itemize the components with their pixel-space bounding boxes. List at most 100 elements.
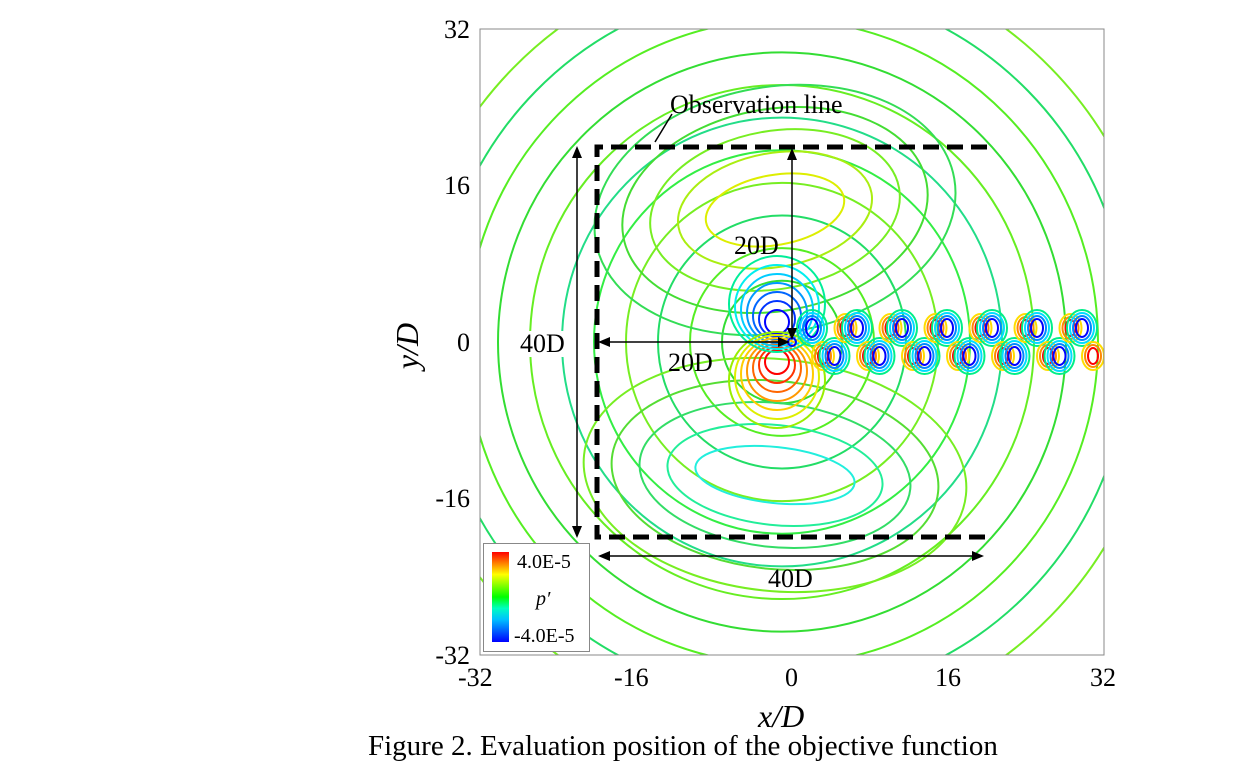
horizontal-40d-label: 40D	[768, 564, 813, 593]
contour-line	[676, 150, 874, 270]
contour-line	[886, 309, 918, 347]
contour-line	[497, 51, 1067, 633]
contour-line	[1084, 344, 1102, 368]
y-tick: 32	[444, 15, 470, 44]
contour-line	[953, 337, 986, 375]
contour-line	[847, 315, 867, 341]
x-tick: 0	[785, 663, 798, 692]
contour-line	[901, 341, 925, 371]
contour-line	[833, 313, 858, 343]
contour-line	[1081, 341, 1104, 371]
contour-line	[818, 337, 851, 375]
contour-line	[805, 318, 819, 338]
contour-line	[934, 312, 960, 344]
contour-line	[694, 444, 856, 506]
colorbar	[492, 552, 509, 642]
contour-line	[728, 331, 826, 429]
contour-line	[610, 378, 940, 572]
legend-max: 4.0E-5	[517, 551, 571, 573]
contour-line	[1072, 315, 1092, 341]
contour-line	[914, 343, 935, 369]
contour-line	[917, 346, 932, 366]
contour-line	[1036, 341, 1060, 371]
legend-min: -4.0E-5	[514, 625, 575, 647]
contour-line	[649, 128, 901, 292]
contour-line	[1069, 312, 1095, 344]
contour-line	[734, 264, 820, 350]
x-tick: 32	[1090, 663, 1116, 692]
contour-line	[895, 318, 909, 338]
contour-line	[1024, 312, 1050, 344]
x-tick: 16	[935, 663, 961, 692]
contour-line	[863, 337, 896, 375]
contour-line	[998, 337, 1031, 375]
contour-line	[728, 255, 826, 353]
contour-line	[1013, 313, 1038, 343]
vertical-40d-label: 40D	[520, 329, 565, 358]
contour-line	[1058, 313, 1083, 343]
x-tick: -32	[458, 663, 493, 692]
contour-line	[982, 315, 1002, 341]
legend-variable: p′	[536, 588, 551, 610]
contour-line	[869, 343, 890, 369]
plot-frame	[479, 28, 1105, 656]
y-tick: 16	[444, 171, 470, 200]
contour-line	[946, 341, 970, 371]
contour-line	[638, 400, 912, 550]
horizontal-20d-label: 20D	[668, 348, 713, 377]
contour-line	[856, 341, 880, 371]
contour-line	[991, 341, 1015, 371]
observation-line	[594, 144, 987, 540]
contour-line	[1066, 309, 1098, 347]
contour-line	[956, 340, 983, 372]
contour-line	[1030, 318, 1044, 338]
contour-line	[764, 349, 790, 375]
contour-line	[844, 312, 870, 344]
contour-line	[764, 309, 790, 335]
y-axis-label: y/D	[389, 322, 426, 370]
contour-line	[824, 343, 845, 369]
contour-line	[1027, 315, 1047, 341]
contour-line	[940, 318, 954, 338]
contour-line	[923, 313, 948, 343]
contour-line	[480, 29, 1099, 655]
contour-line	[889, 312, 915, 344]
y-tick: -16	[435, 484, 470, 513]
contour-line	[821, 340, 848, 372]
contour-line	[1052, 346, 1067, 366]
contour-line	[985, 318, 999, 338]
contour-line	[746, 282, 808, 344]
contour-line	[1075, 318, 1089, 338]
observation-leader-line	[654, 113, 673, 143]
contour-line	[866, 340, 893, 372]
pressure-contours	[480, 29, 1104, 655]
contour-line	[1043, 337, 1076, 375]
contour-line	[666, 423, 884, 527]
contour-line	[740, 337, 814, 411]
contour-line	[962, 346, 977, 366]
contour-line	[911, 340, 938, 372]
x-axis-label: x/D	[758, 698, 805, 734]
contour-line	[704, 172, 846, 248]
x-tick: -16	[614, 663, 649, 692]
contour-line	[1021, 309, 1053, 347]
contour-line	[799, 312, 825, 344]
contour-line	[841, 309, 873, 347]
contour-line	[827, 346, 842, 366]
observation-line-label: Observation line	[670, 90, 843, 119]
contour-line	[1049, 343, 1070, 369]
vertical-20d-label: 20D	[734, 231, 779, 260]
contour-line	[976, 309, 1008, 347]
contour-line	[582, 356, 968, 594]
colorbar-legend: 4.0E-5 p′ -4.0E-5	[483, 543, 590, 652]
figure-caption: Figure 2. Evaluation position of the obj…	[368, 730, 998, 762]
contour-line	[746, 340, 808, 402]
contour-line	[878, 313, 903, 343]
contour-line	[850, 318, 864, 338]
contour-line	[734, 334, 820, 420]
contour-line	[1001, 340, 1028, 372]
contour-line	[1046, 340, 1073, 372]
contour-line	[979, 312, 1005, 344]
y-tick: 0	[457, 328, 470, 357]
